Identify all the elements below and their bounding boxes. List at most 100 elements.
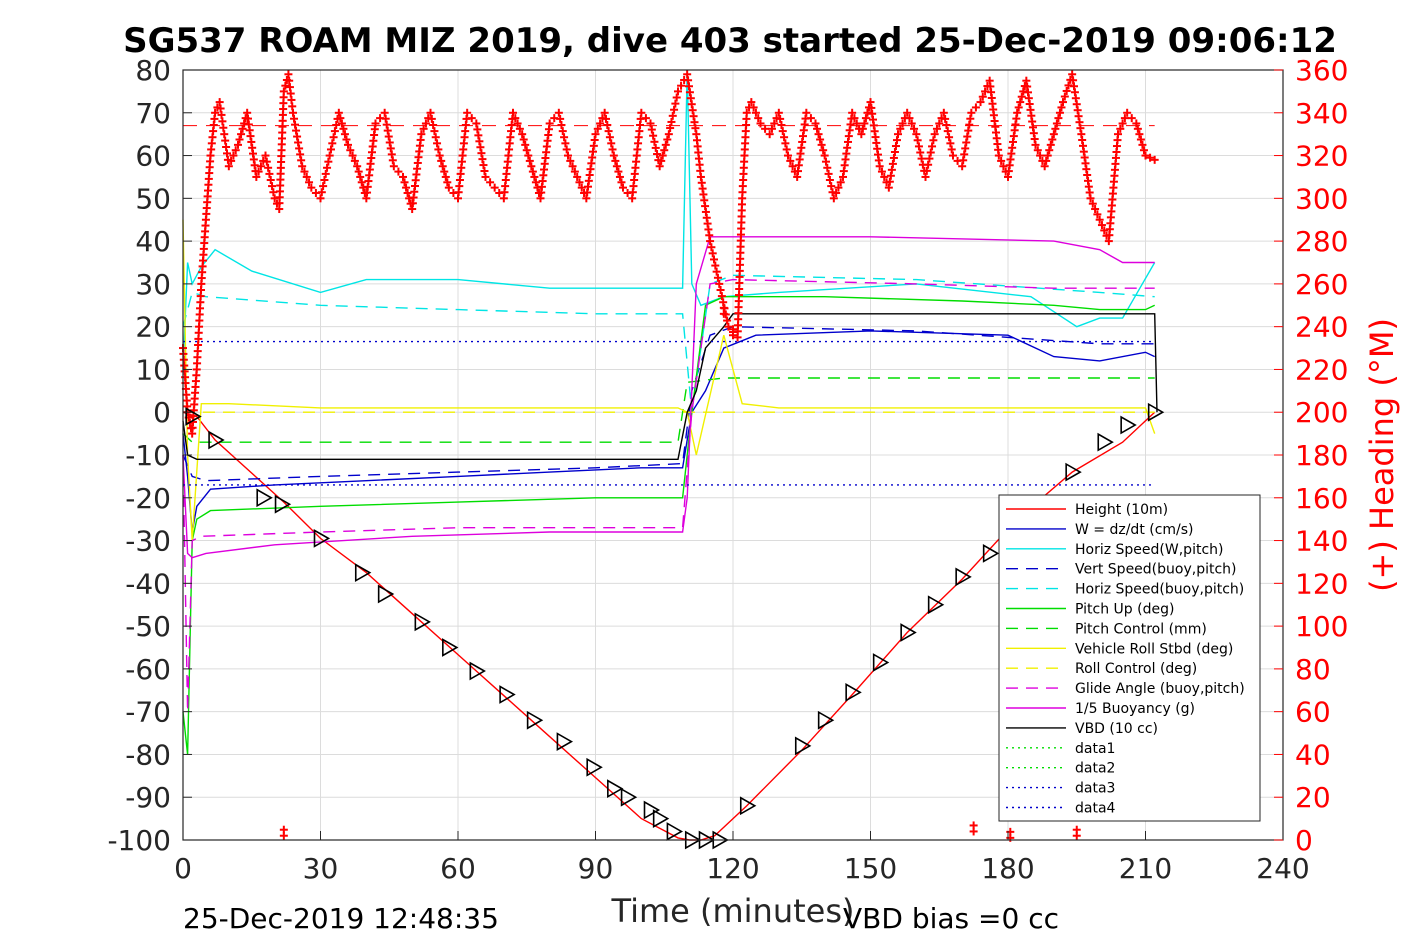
heading-point xyxy=(1052,119,1061,128)
heading-point xyxy=(1046,140,1055,149)
heading-point xyxy=(877,167,886,176)
dive-marker xyxy=(1065,462,1082,482)
dive-marker xyxy=(414,612,431,632)
heading-point xyxy=(419,124,428,133)
x-tick-label: 0 xyxy=(174,852,192,885)
heading-markers xyxy=(179,70,1159,842)
y-tick-label: -70 xyxy=(125,696,171,729)
heading-point xyxy=(231,146,240,155)
heading-point xyxy=(647,125,656,134)
heading-point xyxy=(898,119,907,128)
y2-tick-label: 140 xyxy=(1295,525,1348,558)
y2-axis-ticks: 3603403203002802602402202001801601401201… xyxy=(1274,54,1348,857)
heading-point xyxy=(334,108,343,117)
heading-point xyxy=(767,124,776,133)
y-tick-label: 50 xyxy=(135,182,171,215)
heading-point xyxy=(1031,140,1040,149)
x-tick-label: 60 xyxy=(440,852,476,885)
heading-point xyxy=(1091,205,1100,214)
heading-point xyxy=(353,162,362,171)
series-line-11 xyxy=(182,313,1158,460)
heading-point xyxy=(515,124,524,133)
heading-point xyxy=(224,162,233,171)
heading-point xyxy=(711,261,720,270)
heading-point xyxy=(916,148,925,157)
heading-point xyxy=(560,133,569,142)
heading-point xyxy=(947,145,956,154)
heading-point xyxy=(860,119,869,128)
heading-point xyxy=(1088,199,1097,208)
heading-point xyxy=(825,176,834,184)
heading-point xyxy=(568,162,577,171)
heading-point xyxy=(1141,151,1150,160)
legend-label-1: W = dz/dt (cm/s) xyxy=(1075,522,1194,538)
heading-point xyxy=(660,146,669,155)
heading-point xyxy=(531,178,540,187)
heading-point xyxy=(1138,140,1147,149)
heading-point xyxy=(254,167,263,176)
y-tick-label: -20 xyxy=(125,482,171,515)
heading-point xyxy=(655,162,664,171)
legend-label-6: Pitch Control (mm) xyxy=(1075,621,1207,637)
heading-point xyxy=(907,119,916,128)
heading-point xyxy=(281,81,290,90)
heading-point xyxy=(891,142,900,151)
heading-point xyxy=(653,150,662,159)
y-tick-label: 80 xyxy=(135,54,171,87)
x-tick-label: 150 xyxy=(844,852,897,885)
dive-marker xyxy=(354,563,372,583)
heading-point xyxy=(637,108,646,117)
heading-point xyxy=(776,114,785,123)
legend-label-4: Horiz Speed(buoy,pitch) xyxy=(1075,582,1244,598)
heading-point xyxy=(756,119,765,128)
heading-point xyxy=(967,108,976,117)
dive-marker xyxy=(1147,402,1165,422)
heading-point xyxy=(429,121,438,129)
heading-point xyxy=(354,167,363,176)
dive-marker xyxy=(643,800,661,820)
heading-point xyxy=(527,162,536,171)
heading-point xyxy=(820,151,829,160)
heading-point xyxy=(614,167,623,176)
heading-point xyxy=(889,153,898,162)
y2-tick-label: 100 xyxy=(1295,610,1348,643)
heading-point xyxy=(914,142,923,151)
heading-point xyxy=(786,156,795,165)
dive-marker xyxy=(556,732,574,751)
dive-marker xyxy=(469,661,486,681)
y-tick-label: -80 xyxy=(125,738,171,771)
dive-marker xyxy=(794,736,812,756)
heading-point xyxy=(608,145,617,154)
heading-point xyxy=(463,108,472,117)
heading-point xyxy=(715,279,724,288)
heading-point xyxy=(329,133,338,142)
heading-point xyxy=(751,108,760,117)
heading-point xyxy=(467,114,476,123)
series-line-2 xyxy=(182,69,1156,370)
dive-marker xyxy=(817,710,835,730)
heading-point xyxy=(478,155,487,164)
heading-point xyxy=(554,108,563,117)
dive-marker xyxy=(739,796,757,816)
heading-point xyxy=(917,154,926,163)
heading-point xyxy=(328,139,337,148)
heading-point xyxy=(774,108,783,117)
heading-point xyxy=(342,135,351,144)
y2-tick-label: 20 xyxy=(1295,781,1331,814)
heading-point xyxy=(1135,130,1144,139)
heading-point xyxy=(252,172,261,181)
heading-point xyxy=(932,124,941,133)
heading-point xyxy=(1139,146,1148,155)
y-tick-label: 60 xyxy=(135,140,171,173)
heading-point xyxy=(522,146,531,155)
heading-point xyxy=(924,160,933,169)
heading-point xyxy=(1120,114,1129,123)
heading-point xyxy=(1013,108,1022,117)
x-axis-ticks: 0 30 60 90 120 150 180 210 240 xyxy=(174,831,1310,885)
legend-label-12: data1 xyxy=(1075,741,1115,757)
heading-point xyxy=(383,126,392,135)
heading-point xyxy=(330,127,339,136)
heading-point xyxy=(747,98,756,107)
heading-point xyxy=(928,142,937,151)
dive-marker xyxy=(208,430,225,450)
